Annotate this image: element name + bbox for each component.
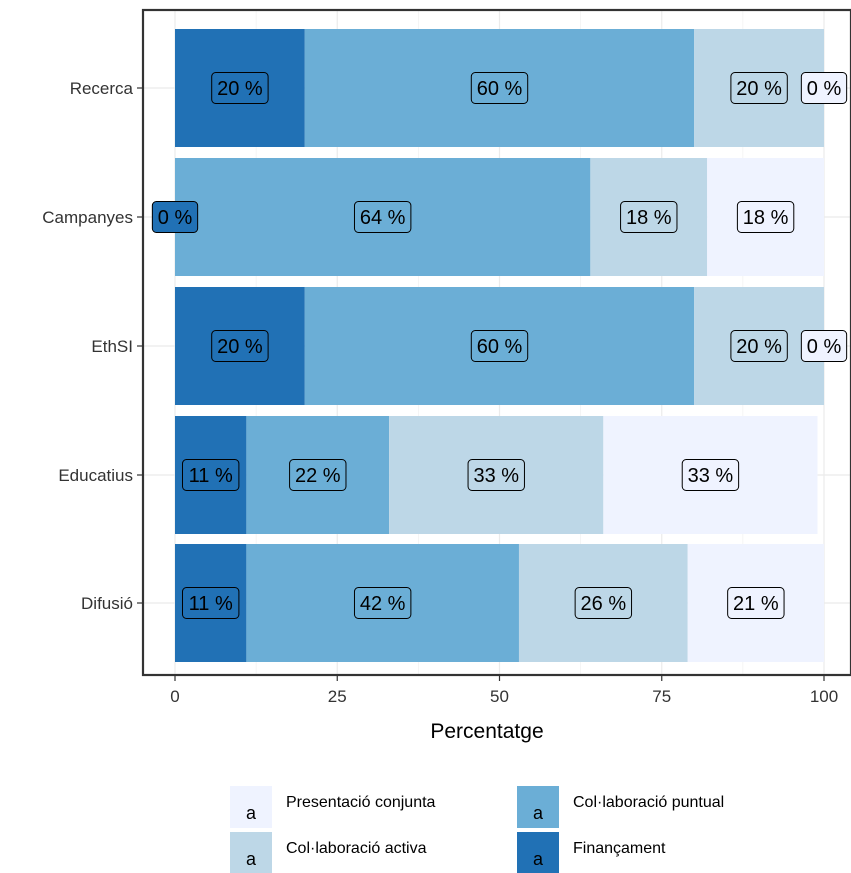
legend-item-financament: a Finançament <box>517 832 666 873</box>
data-label-text: 33 % <box>688 465 734 487</box>
data-label-box <box>289 459 347 491</box>
data-label-box <box>681 459 740 491</box>
data-label-ethsi-financament: 20 % <box>211 330 269 362</box>
panel-border <box>141 8 851 677</box>
data-label-text: 64 % <box>360 207 406 229</box>
data-label-text: 0 % <box>158 207 193 229</box>
data-label-box <box>620 201 678 233</box>
data-label-box <box>211 72 269 104</box>
data-label-text: 60 % <box>477 336 523 358</box>
data-label-box <box>181 459 240 491</box>
legend-key <box>517 786 559 828</box>
x-tick-label: 100 <box>810 687 838 706</box>
x-tick-label: 0 <box>170 687 179 706</box>
data-label-recerca-col-laboracio-activa: 20 % <box>730 72 788 104</box>
y-tick-label-educatius: Educatius <box>58 466 133 485</box>
legend-key-letter: a <box>533 803 544 823</box>
data-label-box <box>800 72 848 104</box>
legend-key-letter: a <box>246 803 257 823</box>
data-label-text: 11 % <box>189 593 233 615</box>
legend-label: Presentació conjunta <box>286 794 436 811</box>
data-label-box <box>730 72 788 104</box>
data-label-box <box>353 587 412 619</box>
y-tick-label-difusio: Difusió <box>81 594 133 613</box>
data-label-box <box>470 72 529 104</box>
data-label-text: 18 % <box>743 207 789 229</box>
data-label-campanyes-col-laboracio-puntual: 64 % <box>353 201 412 233</box>
data-label-box <box>730 330 788 362</box>
data-label-box <box>467 459 525 491</box>
x-axis-title: Percentatge <box>430 720 543 743</box>
legend-key <box>230 786 272 828</box>
data-label-text: 0 % <box>807 78 842 100</box>
data-label-difusio-financament: 11 % <box>181 587 240 619</box>
data-label-text: 20 % <box>217 78 263 100</box>
data-label-recerca-presentacio-conjunta: 0 % <box>800 72 848 104</box>
data-label-educatius-presentacio-conjunta: 33 % <box>681 459 740 491</box>
data-label-text: 26 % <box>581 593 627 615</box>
legend-label: Col·laboració puntual <box>573 794 724 811</box>
legend-item-col-laboracio-puntual: a Col·laboració puntual <box>517 786 724 828</box>
data-label-text: 11 % <box>189 465 233 487</box>
axes: 0 25 50 75 100 Recerca Campanyes EthSI Educatius… <box>42 8 851 743</box>
legend-item-col-laboracio-activa: a Col·laboració activa <box>230 832 427 873</box>
data-label-educatius-col-laboracio-puntual: 22 % <box>289 459 347 491</box>
data-label-text: 20 % <box>217 336 263 358</box>
data-label-box <box>470 330 529 362</box>
data-label-text: 60 % <box>477 78 523 100</box>
data-label-text: 0 % <box>807 336 842 358</box>
legend-key <box>230 832 272 873</box>
legend-label: Col·laboració activa <box>286 840 427 857</box>
data-label-box <box>574 587 633 619</box>
data-label-ethsi-col-laboracio-activa: 20 % <box>730 330 788 362</box>
data-label-campanyes-financament: 0 % <box>151 201 199 233</box>
data-label-text: 21 % <box>733 593 779 615</box>
data-label-box <box>211 330 269 362</box>
data-label-educatius-col-laboracio-activa: 33 % <box>467 459 525 491</box>
y-tick-label-ethsi: EthSI <box>91 337 133 356</box>
x-tick-label: 50 <box>490 687 509 706</box>
data-label-difusio-presentacio-conjunta: 21 % <box>727 587 785 619</box>
data-label-ethsi-presentacio-conjunta: 0 % <box>800 330 848 362</box>
data-label-educatius-financament: 11 % <box>181 459 240 491</box>
legend-key-letter: a <box>246 849 257 869</box>
data-label-box <box>736 201 795 233</box>
data-label-text: 33 % <box>473 465 519 487</box>
data-label-text: 22 % <box>295 465 341 487</box>
data-label-campanyes-col-laboracio-activa: 18 % <box>620 201 678 233</box>
data-label-campanyes-presentacio-conjunta: 18 % <box>736 201 795 233</box>
data-label-box <box>181 587 240 619</box>
legend-key-letter: a <box>533 849 544 869</box>
data-label-box <box>727 587 785 619</box>
data-labels: 20 % 60 % 20 % 0 % 0 % 64 % 18 % 18 % 20 % 60 % 20… <box>151 72 848 619</box>
x-tick-label: 75 <box>652 687 671 706</box>
data-label-text: 20 % <box>736 78 782 100</box>
data-label-box <box>151 201 199 233</box>
legend-item-presentacio-conjunta: a Presentació conjunta <box>230 786 436 828</box>
legend: a Presentació conjunta a Col·laboració punt… <box>230 786 724 873</box>
legend-key <box>517 832 559 873</box>
data-label-difusio-col-laboracio-puntual: 42 % <box>353 587 412 619</box>
data-label-text: 18 % <box>626 207 672 229</box>
legend-label: Finançament <box>573 840 666 857</box>
data-label-ethsi-col-laboracio-puntual: 60 % <box>470 330 529 362</box>
data-label-text: 42 % <box>360 593 406 615</box>
data-label-box <box>353 201 412 233</box>
x-tick-label: 25 <box>328 687 347 706</box>
data-label-recerca-financament: 20 % <box>211 72 269 104</box>
data-label-text: 20 % <box>736 336 782 358</box>
y-tick-label-recerca: Recerca <box>70 79 134 98</box>
data-label-recerca-col-laboracio-puntual: 60 % <box>470 72 529 104</box>
data-label-box <box>800 330 848 362</box>
bars <box>175 29 824 662</box>
y-tick-label-campanyes: Campanyes <box>42 208 133 227</box>
data-label-difusio-col-laboracio-activa: 26 % <box>574 587 633 619</box>
